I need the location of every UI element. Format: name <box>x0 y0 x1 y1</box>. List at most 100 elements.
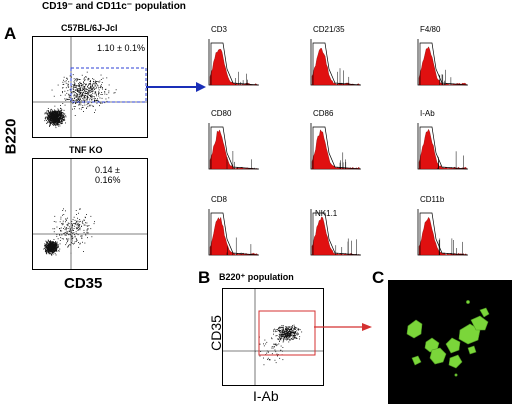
scatter-dot <box>56 112 58 114</box>
scatter-dot <box>60 112 62 114</box>
scatter-dot <box>50 243 51 245</box>
scatter-dot <box>94 100 95 102</box>
scatter-dot <box>263 345 265 347</box>
scatter-dot <box>68 238 70 240</box>
scatter-dot <box>89 92 91 93</box>
scatter-dot <box>60 105 61 106</box>
scatter-dot <box>47 121 49 123</box>
scatter-dot <box>64 81 66 83</box>
scatter-dot <box>75 100 77 102</box>
scatter-dot <box>50 240 51 242</box>
scatter-dot <box>56 115 58 116</box>
scatter-dot <box>288 339 290 340</box>
scatter-dot <box>279 357 281 359</box>
scatter-dot <box>91 236 93 238</box>
scatter-dot <box>77 98 79 100</box>
scatter-dot <box>75 96 77 98</box>
scatter-dot <box>51 244 52 246</box>
scatter-dot <box>55 243 57 245</box>
scatter-dot <box>55 244 57 246</box>
scatter-dot <box>79 93 81 95</box>
scatter-dot <box>77 234 79 236</box>
scatter-dot <box>63 228 64 229</box>
scatter-dot <box>81 86 83 88</box>
scatter-dot <box>294 335 296 337</box>
scatter-dot <box>288 341 290 343</box>
scatter-dot <box>90 95 91 97</box>
scatter-dot <box>62 87 63 89</box>
scatter-dot <box>72 84 74 85</box>
scatter-dot <box>50 119 52 121</box>
scatter-dot <box>283 336 285 337</box>
scatter-dot <box>76 85 77 87</box>
scatter-dot <box>87 228 89 230</box>
y-axis-label-b220: B220 <box>2 118 20 155</box>
scatter-dot <box>56 118 58 120</box>
scatter-dot <box>83 82 84 84</box>
scatter-dot <box>284 335 286 337</box>
scatter-dot <box>75 231 77 233</box>
scatter-dot <box>45 243 47 245</box>
scatter-dot <box>54 122 55 124</box>
scatter-dot <box>52 112 54 114</box>
scatter-dot <box>282 334 284 336</box>
scatter-dot <box>74 241 76 243</box>
scatter-dot <box>93 80 94 82</box>
scatter-dot <box>49 245 51 247</box>
scatter-dot <box>99 102 101 104</box>
scatter-dot <box>62 116 64 118</box>
scatter-dot <box>64 118 65 120</box>
histogram-cd86: CD86 <box>310 109 373 170</box>
scatter-dot <box>47 250 49 252</box>
scatter-dot <box>81 100 83 102</box>
scatter-dot <box>85 91 86 93</box>
scatter-dot <box>77 98 79 100</box>
scatter-dot <box>53 117 55 119</box>
scatter-dot <box>87 225 89 227</box>
scatter-dot <box>88 83 90 85</box>
scatter-dot <box>49 124 51 126</box>
scatter-dot <box>49 120 51 122</box>
scatter-dot <box>49 244 51 246</box>
scatter-dot <box>278 343 280 345</box>
scatter-dot <box>78 91 80 93</box>
scatter-dot <box>283 334 285 336</box>
scatter-dot <box>60 111 62 113</box>
scatter-dot <box>281 330 283 332</box>
scatter-dot <box>50 246 51 248</box>
scatter-dot <box>263 343 264 345</box>
scatter-dot <box>56 246 58 248</box>
scatter-dot <box>297 329 299 330</box>
scatter-dot <box>68 93 70 95</box>
scatter-dot <box>281 334 283 336</box>
scatter-dot <box>56 248 58 250</box>
scatter-dot <box>101 84 102 86</box>
scatter-dot <box>79 100 81 102</box>
scatter-dot <box>86 230 88 232</box>
scatter-dot <box>55 242 57 244</box>
scatter-dot <box>283 338 285 340</box>
scatter-dot <box>47 242 49 244</box>
scatter-dot <box>100 94 102 95</box>
scatter-dot <box>281 335 282 337</box>
scatter-dot <box>114 92 116 94</box>
scatter-dot <box>92 88 93 90</box>
scatter-dot <box>60 110 61 112</box>
scatter-dot <box>45 244 47 246</box>
scatter-dot <box>291 327 293 328</box>
scatter-dot <box>280 332 281 334</box>
scatter-dot <box>92 90 94 92</box>
scatter-dot <box>47 246 49 248</box>
scatter-dot <box>81 237 83 239</box>
scatter-dot <box>48 114 50 116</box>
scatter-dot <box>54 116 56 118</box>
scatter-dot <box>93 105 94 107</box>
scatter-dot <box>273 329 274 331</box>
scatter-dot <box>58 123 59 125</box>
scatter-dot <box>292 336 294 338</box>
scatter-dot <box>51 244 53 245</box>
scatter-dot <box>45 251 47 252</box>
scatter-dot <box>57 114 59 115</box>
scatter-dot <box>276 335 278 336</box>
histogram-cd80: CD80 <box>208 109 271 170</box>
